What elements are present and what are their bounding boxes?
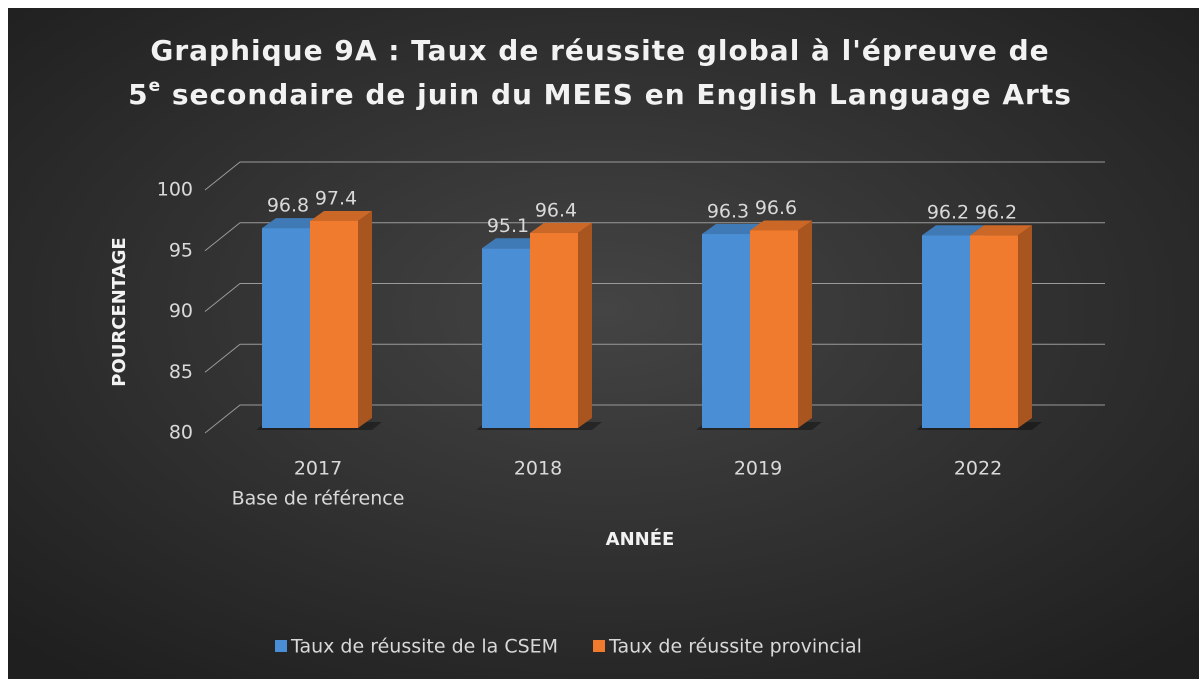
y-tick-label: 85 bbox=[169, 361, 193, 383]
bar-top bbox=[310, 210, 372, 221]
bar-front bbox=[702, 234, 750, 428]
data-label: 95.1 bbox=[487, 215, 529, 237]
legend-label: Taux de réussite de la CSEM bbox=[290, 636, 558, 658]
grid-line bbox=[204, 283, 1105, 312]
legend-swatch bbox=[593, 640, 605, 652]
data-label: 96.4 bbox=[535, 199, 577, 221]
bar-top bbox=[970, 225, 1032, 236]
chart-title: 5e secondaire de juin du MEES en English… bbox=[128, 76, 1072, 111]
x-tick-label: Base de référence bbox=[232, 488, 405, 510]
bar-front bbox=[970, 235, 1018, 428]
title-superscript: e bbox=[149, 76, 162, 96]
data-label: 96.3 bbox=[707, 201, 749, 223]
bar-side bbox=[358, 210, 372, 428]
bar bbox=[970, 225, 1032, 428]
x-tick-label: 2022 bbox=[954, 458, 1002, 480]
legend-swatch bbox=[275, 640, 287, 652]
bar-top bbox=[530, 222, 592, 233]
bar-top bbox=[262, 218, 324, 229]
x-tick-label: 2018 bbox=[514, 458, 562, 480]
x-tick-label: 2017 bbox=[294, 458, 342, 480]
grid-line bbox=[204, 161, 1105, 191]
data-label: 96.6 bbox=[755, 197, 797, 219]
x-axis-label: ANNÉE bbox=[606, 528, 675, 550]
data-label: 97.4 bbox=[315, 187, 357, 209]
bar-top bbox=[702, 224, 764, 235]
y-tick-label: 90 bbox=[169, 300, 193, 322]
grid-line bbox=[204, 343, 1105, 373]
title-part: secondaire de juin du MEES en English La… bbox=[161, 78, 1072, 111]
y-tick-label: 100 bbox=[157, 179, 193, 201]
data-label: 96.2 bbox=[927, 202, 969, 224]
bar-top bbox=[482, 238, 544, 249]
bar-top bbox=[750, 220, 812, 231]
data-label: 96.2 bbox=[975, 202, 1017, 224]
grid-line bbox=[204, 404, 1105, 434]
grid-line bbox=[204, 222, 1105, 252]
chart-title: Graphique 9A : Taux de réussite global à… bbox=[150, 34, 1049, 67]
bar-front bbox=[482, 248, 530, 428]
bar-side bbox=[1018, 225, 1032, 428]
bar-top bbox=[922, 225, 984, 236]
x-tick-label: 2019 bbox=[734, 458, 782, 480]
bar-front bbox=[750, 230, 798, 428]
bar bbox=[530, 222, 592, 428]
title-part: 5 bbox=[128, 78, 148, 111]
bar-front bbox=[922, 235, 970, 428]
bar-side bbox=[578, 222, 592, 428]
y-tick-label: 95 bbox=[169, 239, 193, 261]
bar-front bbox=[310, 220, 358, 428]
legend-label: Taux de réussite provincial bbox=[608, 636, 862, 658]
data-label: 96.8 bbox=[267, 195, 309, 217]
bar-side bbox=[798, 220, 812, 428]
y-tick-label: 80 bbox=[169, 422, 193, 444]
bar bbox=[750, 220, 812, 428]
y-axis-label: POURCENTAGE bbox=[109, 237, 130, 386]
bar bbox=[310, 210, 372, 428]
bar-front bbox=[262, 228, 310, 428]
bar-front bbox=[530, 232, 578, 428]
